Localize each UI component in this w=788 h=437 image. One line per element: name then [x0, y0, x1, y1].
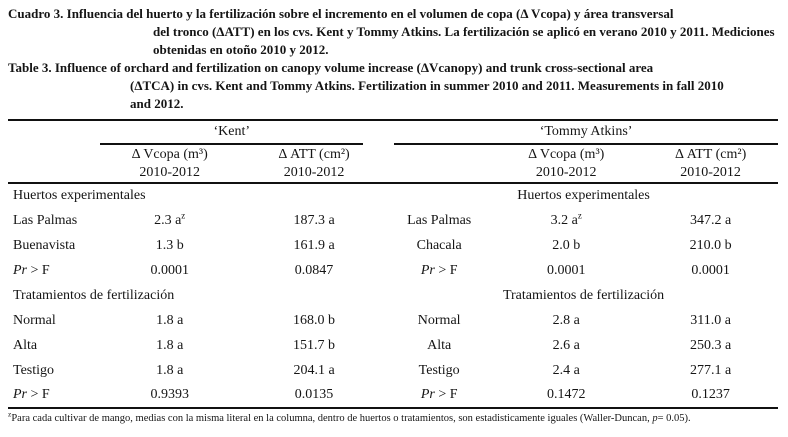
- section-label: Tratamientos de fertilización: [502, 287, 665, 303]
- value-cell: 168.0 b: [293, 312, 336, 328]
- col-header-tommy-att: Δ ATT (cm²) 2010-2012: [643, 145, 778, 184]
- pr-f-label: Pr > F: [420, 387, 458, 402]
- footnote: zPara cada cultivar de mango, medias con…: [8, 409, 778, 425]
- caption-line: (ΔTCA) in cvs. Kent and Tommy Atkins. Fe…: [130, 78, 724, 93]
- data-row: Buenavista 1.3 b 161.9 a Chacala 2.0 b 2…: [8, 233, 778, 258]
- row-label: Alta: [13, 337, 38, 353]
- col-header-kent-vcopa: Δ Vcopa (m³) 2010-2012: [100, 145, 239, 184]
- empty-cell: [389, 145, 490, 184]
- empty-cell: [8, 145, 101, 184]
- row-label: Testigo: [13, 362, 55, 378]
- row-label: Las Palmas: [13, 212, 78, 228]
- col-header-kent-att: Δ ATT (cm²) 2010-2012: [238, 145, 390, 184]
- value-cell: 2.0 b: [552, 237, 581, 253]
- p-value-cell: 0.1237: [691, 387, 730, 402]
- section-label: Huertos experimentales: [13, 188, 146, 203]
- value-cell: 311.0 a: [690, 312, 731, 328]
- caption-line: and 2012.: [130, 96, 184, 111]
- value-cell: 204.1 a: [293, 362, 335, 378]
- value-cell: 2.6 a: [552, 337, 580, 353]
- p-value-cell: 0.9393: [150, 387, 189, 402]
- caption-line: del tronco (ΔATT) en los cvs. Kent y Tom…: [153, 24, 775, 39]
- value-cell: 2.4 a: [552, 362, 580, 378]
- value-cell: 151.7 b: [293, 337, 336, 353]
- value-cell: 1.3 b: [155, 237, 184, 253]
- value-cell: 2.8 a: [552, 312, 580, 328]
- value-cell: 161.9 a: [293, 237, 335, 253]
- stat-row-pr-f: Pr > F 0.0001 0.0847 Pr > F 0.0001 0.000…: [8, 258, 778, 283]
- row-label: Testigo: [418, 362, 460, 378]
- value-cell: 1.8 a: [156, 312, 184, 328]
- value-cell: 277.1 a: [690, 362, 732, 378]
- value-cell: 187.3 a: [293, 212, 335, 228]
- p-value-cell: 0.0001: [150, 262, 189, 278]
- value-cell: 2.3 az: [154, 209, 186, 228]
- significance-superscript: z: [577, 209, 582, 220]
- results-table: ‘Kent’ ‘Tommy Atkins’ Δ Vcopa (m³) 2010-…: [8, 119, 778, 409]
- column-header-row: Δ Vcopa (m³) 2010-2012 Δ ATT (cm²) 2010-…: [8, 145, 778, 184]
- p-value-cell: 0.0135: [294, 387, 334, 402]
- caption-line: Cuadro 3. Influencia del huerto y la fer…: [8, 6, 674, 21]
- pr-f-label: Pr > F: [13, 387, 50, 402]
- value-cell: 1.8 a: [156, 362, 184, 378]
- row-label: Alta: [427, 337, 452, 353]
- caption-line: Table 3. Influence of orchard and fertil…: [8, 60, 654, 75]
- row-label: Las Palmas: [407, 212, 472, 228]
- value-cell: 250.3 a: [690, 337, 732, 353]
- stat-row-pr-f: Pr > F 0.9393 0.0135 Pr > F 0.1472 0.123…: [8, 383, 778, 408]
- section-row-fertilization: Tratamientos de fertilización Tratamient…: [8, 283, 778, 308]
- row-label: Normal: [13, 312, 56, 328]
- p-value-cell: 0.1472: [546, 387, 586, 402]
- section-row-orchards: Huertos experimentales Huertos experimen…: [8, 183, 778, 208]
- footnote-marker: z: [8, 409, 12, 419]
- p-value-cell: 0.0847: [294, 262, 334, 278]
- empty-cell: [8, 120, 100, 145]
- section-label: Tratamientos de fertilización: [13, 287, 175, 303]
- caption-english: Table 3. Influence of orchard and fertil…: [8, 59, 778, 113]
- value-cell: 1.8 a: [156, 337, 184, 353]
- cultivar-group-row: ‘Kent’ ‘Tommy Atkins’: [8, 120, 778, 145]
- col-header-tommy-vcopa: Δ Vcopa (m³) 2010-2012: [489, 145, 644, 184]
- tommy-atkins-label: ‘Tommy Atkins’: [539, 124, 633, 139]
- caption-spanish: Cuadro 3. Influencia del huerto y la fer…: [8, 5, 778, 59]
- footnote-text: Para cada cultivar de mango, medias con …: [11, 413, 653, 424]
- row-label: Chacala: [416, 237, 462, 253]
- pr-f-label: Pr > F: [420, 262, 458, 278]
- footnote-p-italic: p: [652, 413, 658, 424]
- group-header-tommy-atkins: ‘Tommy Atkins’: [389, 120, 778, 145]
- group-header-kent: ‘Kent’: [100, 120, 389, 145]
- data-row: Normal 1.8 a 168.0 b Normal 2.8 a 311.0 …: [8, 308, 778, 333]
- caption-line: obtenidas en otoño 2010 y 2012.: [153, 42, 329, 57]
- value-cell: 347.2 a: [690, 212, 732, 228]
- kent-label: ‘Kent’: [213, 124, 251, 139]
- section-label: Huertos experimentales: [517, 188, 650, 203]
- footnote-tail: = 0.05).: [657, 413, 691, 424]
- pr-f-label: Pr > F: [13, 262, 50, 278]
- data-row: Las Palmas 2.3 az 187.3 a Las Palmas 3.2…: [8, 208, 778, 233]
- data-row: Testigo 1.8 a 204.1 a Testigo 2.4 a 277.…: [8, 358, 778, 383]
- significance-superscript: z: [181, 209, 186, 220]
- p-value-cell: 0.0001: [691, 262, 730, 278]
- value-cell: 3.2 az: [550, 209, 582, 228]
- row-label: Normal: [417, 312, 461, 328]
- p-value-cell: 0.0001: [546, 262, 586, 278]
- row-label: Buenavista: [13, 237, 76, 253]
- data-row: Alta 1.8 a 151.7 b Alta 2.6 a 250.3 a: [8, 333, 778, 358]
- value-cell: 210.0 b: [689, 237, 732, 253]
